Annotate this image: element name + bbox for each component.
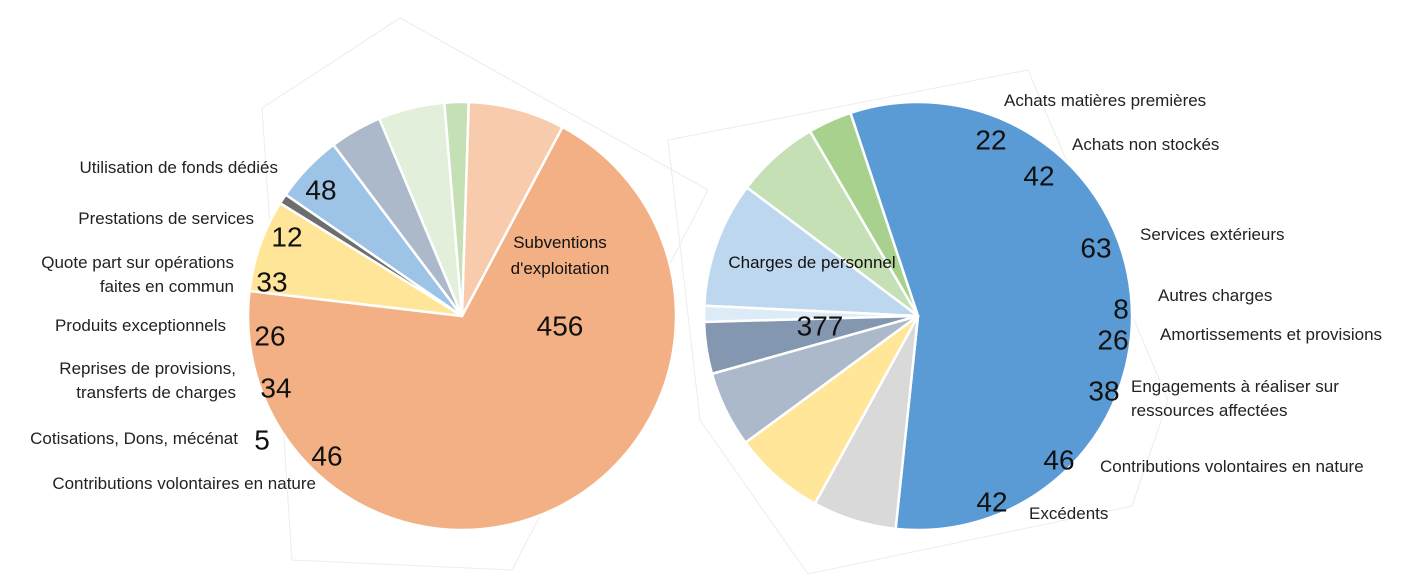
chart-frame-right <box>667 69 1169 575</box>
pie-slice-charges-de-personnel <box>849 100 1134 532</box>
slice-value-prestations-de-services: 12 <box>271 221 302 252</box>
slice-label-quote-part-sur-operations-faites-en-commun: Quote part sur opérations faites en commu… <box>41 253 234 296</box>
slice-value-reprises-de-provisions-transferts-de-charges: 34 <box>260 372 291 403</box>
slice-value-quote-part-sur-operations-faites-en-commun: 33 <box>256 266 287 297</box>
slice-label-contributions-volontaires-en-nature: Contributions volontaires en nature <box>1100 457 1364 476</box>
pie-slice-services-exterieurs <box>703 186 920 318</box>
pie-chart-resources: Subventions d'exploitation 456 Contribution… <box>30 100 678 532</box>
slice-value-autres-charges: 8 <box>1113 293 1129 324</box>
slice-label-autres-charges: Autres charges <box>1158 286 1272 305</box>
slice-label-achats-matieres-premieres: Achats matières premières <box>1004 91 1206 110</box>
slice-value-achats-non-stockes: 42 <box>1023 160 1054 191</box>
slice-value-services-exterieurs: 63 <box>1080 232 1111 263</box>
slice-label-prestations-de-services: Prestations de services <box>78 209 254 228</box>
slice-value-engagements-a-realiser-sur-ressources-affectees: 38 <box>1088 375 1119 406</box>
slice-label-contributions-volontaires-en-nature: Contributions volontaires en nature <box>52 474 316 493</box>
slice-label-services-exterieurs: Services extérieurs <box>1140 225 1285 244</box>
slice-value-cotisations-dons-mecenat: 5 <box>254 424 270 455</box>
pie-slice-excedents <box>813 314 920 531</box>
slice-label-amortissements-et-provisions: Amortissements et provisions <box>1160 325 1382 344</box>
slice-value-utilisation-de-fonds-dedies: 48 <box>305 174 336 205</box>
slice-label-engagements-a-realiser-sur-ressources-affectees: Engagements à réaliser sur ressources aff… <box>1131 377 1339 420</box>
slice-label-produits-exceptionnels: Produits exceptionnels <box>55 316 226 335</box>
slice-value-subventions-d-exploitation: 456 <box>537 310 584 341</box>
slice-value-excedents: 42 <box>976 486 1007 517</box>
slice-value-achats-matieres-premieres: 22 <box>975 124 1006 155</box>
pie-slice-utilisation-de-fonds-dedies <box>460 100 564 318</box>
slice-value-contributions-volontaires-en-nature: 46 <box>1043 444 1074 475</box>
slice-value-contributions-volontaires-en-nature: 46 <box>311 440 342 471</box>
slice-label-excedents: Excédents <box>1029 504 1108 523</box>
slice-label-reprises-de-provisions-transferts-de-charges: Reprises de provisions, transferts de cha… <box>59 359 236 402</box>
slice-label-charges-de-personnel: Charges de personnel <box>728 253 895 272</box>
slice-label-utilisation-de-fonds-dedies: Utilisation de fonds dédiés <box>80 158 278 177</box>
slice-label-subventions-d-exploitation: Subventions d'exploitation <box>511 233 610 278</box>
pie-slice-subventions-d-exploitation <box>246 125 678 532</box>
pie-chart-expenses: Charges de personnel 377 Achats matières p… <box>702 91 1382 532</box>
slice-value-charges-de-personnel: 377 <box>797 310 844 341</box>
slice-label-cotisations-dons-mecenat: Cotisations, Dons, mécénat <box>30 429 238 448</box>
slice-value-amortissements-et-provisions: 26 <box>1097 324 1128 355</box>
slice-value-produits-exceptionnels: 26 <box>254 320 285 351</box>
slice-label-achats-non-stockes: Achats non stockés <box>1072 135 1219 154</box>
